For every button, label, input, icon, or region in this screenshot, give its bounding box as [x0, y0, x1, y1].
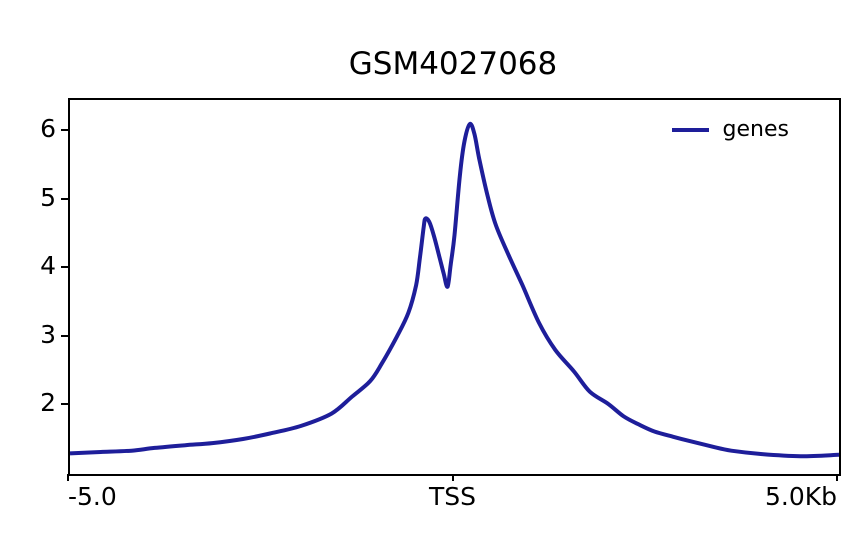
- legend-line-swatch: [671, 128, 709, 132]
- x-tick-label: TSS: [428, 482, 476, 511]
- x-tick-label: -5.0: [68, 482, 117, 511]
- genes-series-line: [70, 121, 839, 459]
- x-tick-mark: [836, 474, 838, 481]
- plot-area: genes: [68, 98, 841, 476]
- y-tick-mark: [61, 197, 68, 200]
- legend-entry: genes: [671, 117, 789, 142]
- x-tick-label: 5.0Kb: [764, 482, 837, 511]
- y-tick-mark: [61, 403, 68, 406]
- x-tick-mark: [451, 474, 454, 481]
- y-tick-mark: [61, 128, 68, 131]
- y-tick-label: 4: [40, 251, 56, 281]
- profile-line-plot: [70, 121, 839, 459]
- legend: genes: [671, 117, 789, 142]
- y-tick-label: 2: [40, 388, 56, 418]
- y-tick-label: 6: [40, 113, 56, 143]
- y-tick-mark: [61, 334, 68, 337]
- legend-label: genes: [722, 117, 789, 142]
- y-tick-label: 5: [40, 182, 56, 212]
- y-tick-label: 3: [40, 319, 56, 349]
- y-tick-mark: [61, 266, 68, 269]
- x-tick-mark: [67, 474, 69, 481]
- chart-title: GSM4027068: [348, 46, 558, 82]
